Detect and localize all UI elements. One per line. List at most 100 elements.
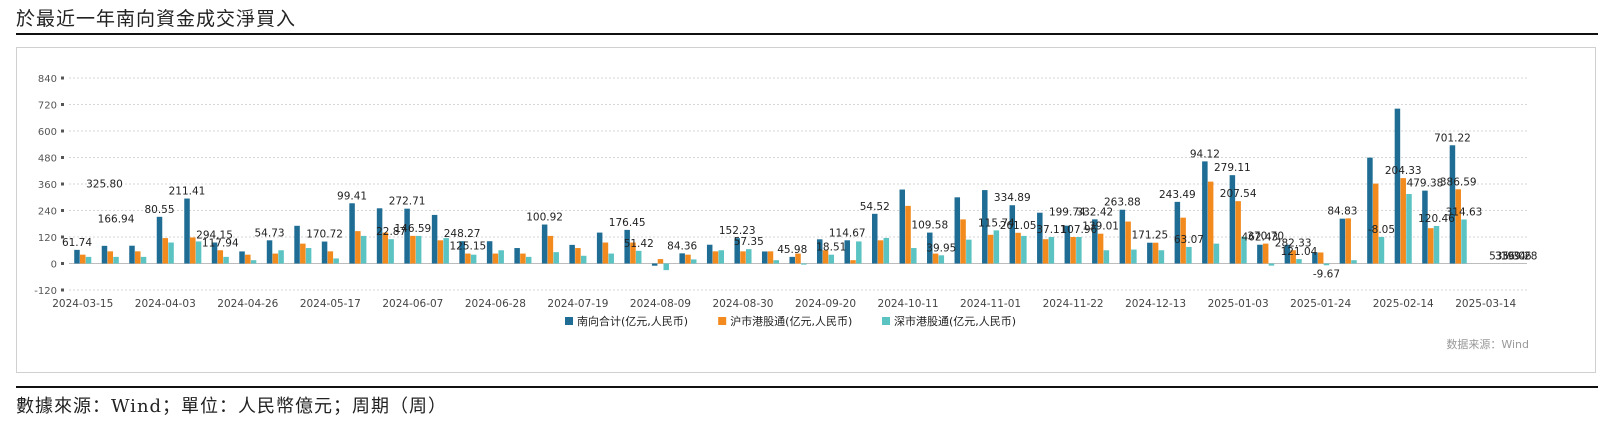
data-label: 334.89 xyxy=(994,192,1031,204)
bar-sz xyxy=(1433,225,1440,264)
bar-total xyxy=(624,229,630,264)
bar-total xyxy=(789,256,795,264)
bar-sh xyxy=(987,234,994,264)
y-tick-label: 240 xyxy=(38,207,57,218)
bar-sh xyxy=(712,251,719,264)
bar-total xyxy=(1394,108,1401,264)
x-tick-label: 2024-05-17 xyxy=(300,298,361,310)
bar-total xyxy=(927,232,933,264)
bar-sh xyxy=(135,251,141,264)
bar-sh xyxy=(437,240,444,264)
bar-sh xyxy=(1400,178,1406,264)
chart-frame: -120 0 120 240 360 480 600 720 840 61.74 325.80 166… xyxy=(16,47,1596,373)
bar-sz xyxy=(223,256,229,264)
data-label: 211.41 xyxy=(169,186,206,198)
data-label: 22.87 xyxy=(376,226,406,238)
bar-sz xyxy=(801,263,807,265)
bar-sz xyxy=(1158,250,1165,264)
data-label: 45.98 xyxy=(777,244,807,256)
data-label: 51.42 xyxy=(624,238,654,250)
bar-sz xyxy=(938,255,945,264)
data-label: 336.06 xyxy=(1495,251,1532,263)
bar-sh xyxy=(1042,239,1049,264)
bar-total xyxy=(266,240,273,264)
bar-total xyxy=(1064,225,1071,264)
bar-chart: -120 0 120 240 360 480 600 720 840 61.74 325.80 166… xyxy=(34,74,1538,351)
bar-sh xyxy=(355,231,361,264)
x-tick-label: 2024-06-07 xyxy=(382,298,443,310)
bar-sh xyxy=(822,250,829,264)
data-label: 282.33 xyxy=(1275,237,1312,249)
bar-sh xyxy=(767,251,774,264)
y-tick-label: 720 xyxy=(38,101,57,112)
source-note: 數據來源：Wind；單位：人民幣億元；周期（周） xyxy=(16,396,448,417)
bar-sz xyxy=(1351,260,1357,264)
data-label: 207.54 xyxy=(1220,188,1257,200)
data-label: 272.71 xyxy=(389,196,426,208)
data-label: 332.42 xyxy=(1076,206,1113,218)
data-label: 294.15 xyxy=(196,230,233,242)
bar-total xyxy=(1284,244,1291,264)
bar-sh xyxy=(1345,218,1351,264)
bar-sz xyxy=(966,239,972,264)
bar-total xyxy=(404,208,410,264)
x-tick-label: 2024-08-30 xyxy=(712,298,773,310)
bar-sh xyxy=(657,259,664,264)
bar-total xyxy=(1449,145,1456,264)
bar-sh xyxy=(602,242,609,264)
bar-sz xyxy=(113,256,119,264)
x-tick-label: 2024-11-01 xyxy=(960,298,1021,310)
data-label: 479.38 xyxy=(1407,178,1444,190)
x-tick-label: 2024-08-09 xyxy=(630,298,691,310)
data-label: -8.05 xyxy=(1368,224,1395,236)
bar-sh xyxy=(932,253,939,264)
data-label: 199.28 xyxy=(1501,251,1538,263)
data-label: 109.58 xyxy=(911,220,948,232)
bar-sh xyxy=(382,232,389,264)
bar-sh xyxy=(80,254,86,264)
x-tick-label: 2024-04-03 xyxy=(135,298,196,310)
bar-sz xyxy=(360,235,367,264)
bar-total xyxy=(982,190,988,264)
bar-total xyxy=(1009,205,1016,264)
data-label: 121.04 xyxy=(1281,246,1318,258)
page-title: 於最近一年南向資金成交淨買入 xyxy=(16,8,297,30)
bar-sh xyxy=(960,219,966,264)
bar-sh xyxy=(1097,233,1104,264)
bar-total xyxy=(1257,244,1263,264)
bar-total xyxy=(899,189,906,264)
bar-total xyxy=(1422,190,1428,264)
x-tick-label: 2024-03-15 xyxy=(52,298,113,310)
bar-total xyxy=(679,253,685,264)
bar-sz xyxy=(856,241,862,264)
bar-sz xyxy=(911,248,917,264)
bar-sz xyxy=(1406,194,1412,264)
bar-total xyxy=(1202,161,1208,264)
data-label: 99.41 xyxy=(337,190,367,202)
bar-sh xyxy=(410,235,416,264)
bar-sz xyxy=(1103,250,1110,264)
data-label: 63.07 xyxy=(1174,234,1204,246)
bar-sh xyxy=(905,205,911,264)
data-label: 18.51 xyxy=(816,242,846,254)
bar-sz xyxy=(443,238,449,264)
data-label: 204.33 xyxy=(1385,165,1422,177)
bar-sh xyxy=(300,243,306,264)
data-label: 386.59 xyxy=(1440,176,1477,188)
bar-sh xyxy=(217,250,224,264)
bar-total xyxy=(1119,209,1126,264)
bar-sh xyxy=(520,253,526,264)
data-label: 243.49 xyxy=(1159,189,1196,201)
legend-swatch xyxy=(882,317,890,325)
bar-sh xyxy=(272,253,279,264)
bar-total xyxy=(1229,175,1236,264)
bar-total xyxy=(514,248,520,264)
bar-total xyxy=(872,213,878,264)
bar-sh xyxy=(547,235,554,264)
data-label: 115.74 xyxy=(978,217,1015,229)
footer-rule xyxy=(16,386,1598,388)
y-tick-mark xyxy=(61,235,64,239)
y-tick-mark xyxy=(61,76,64,80)
x-tick-label: 2025-03-14 xyxy=(1455,298,1516,310)
bar-total xyxy=(101,245,108,264)
